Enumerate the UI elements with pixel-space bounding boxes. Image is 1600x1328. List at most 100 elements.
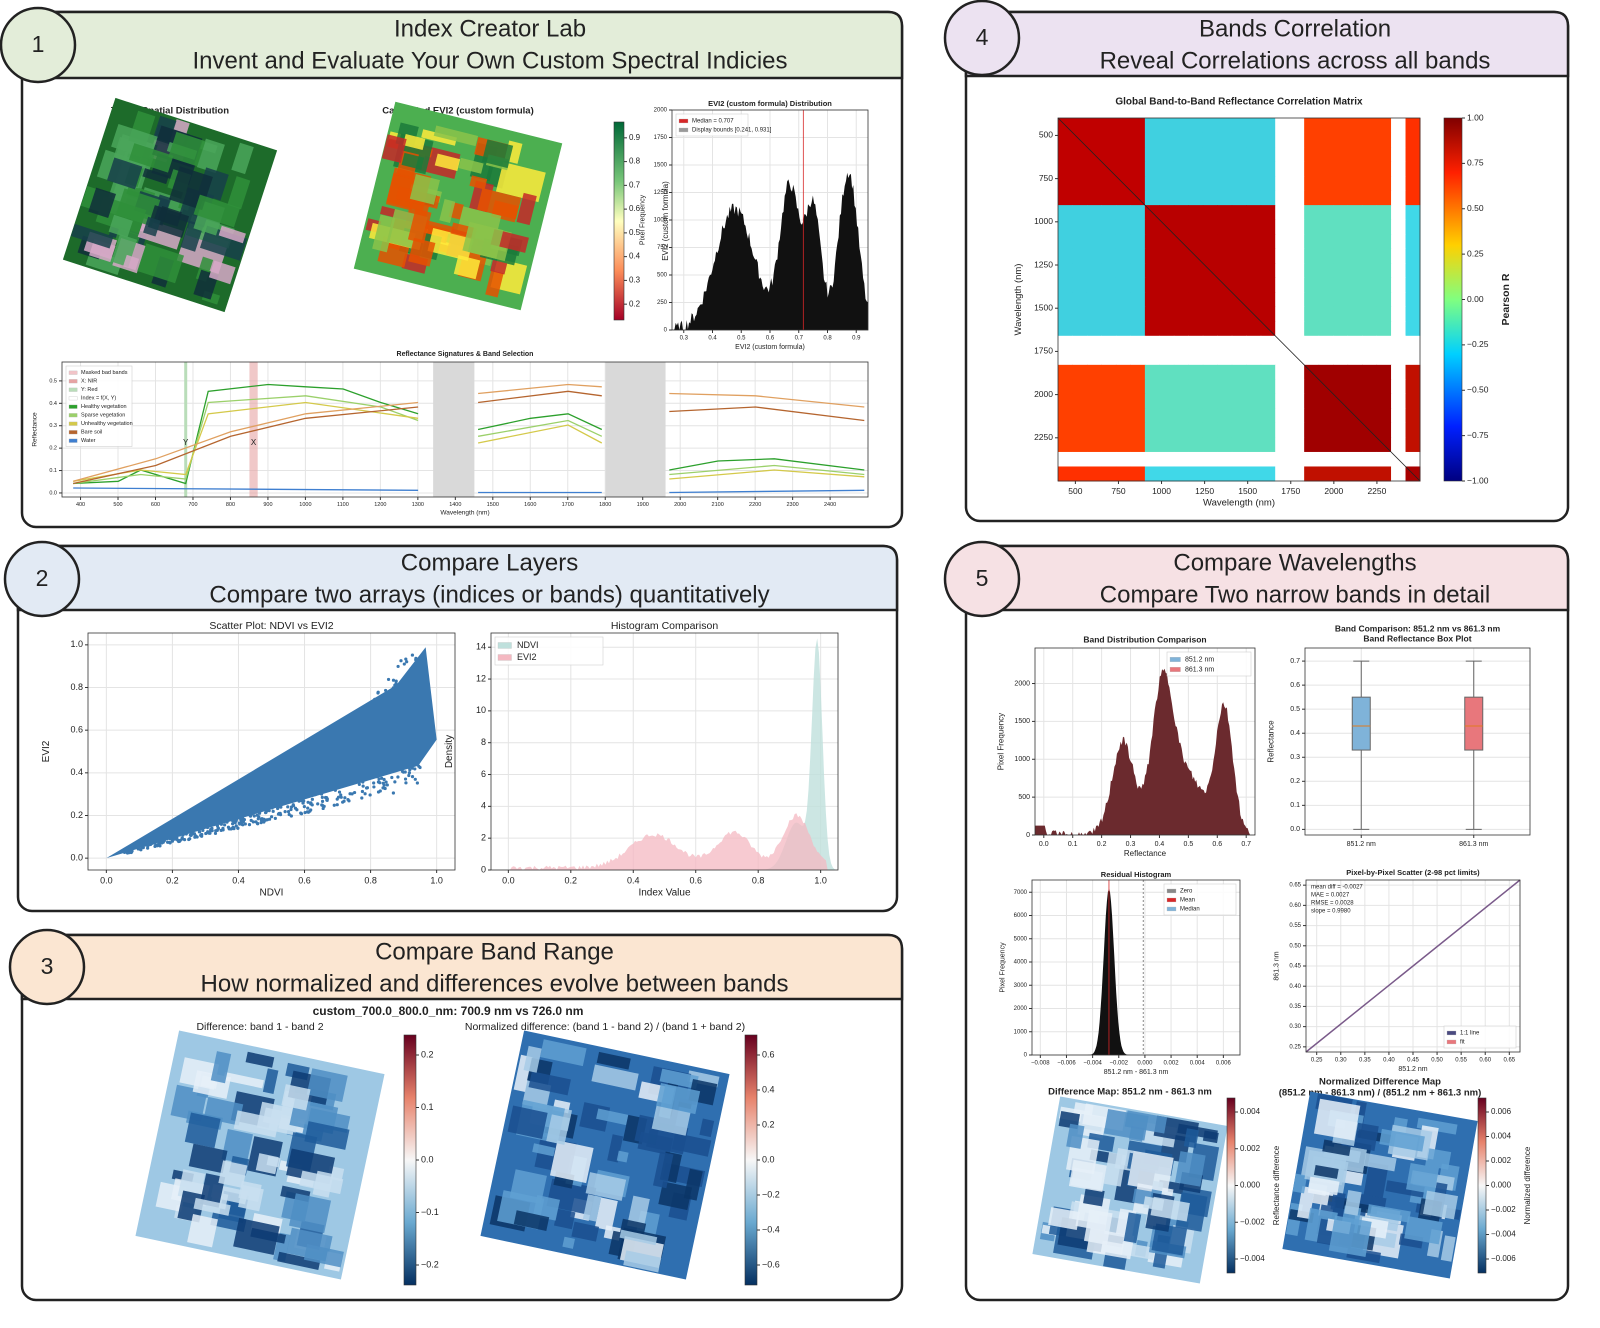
- legend-swatch: [1166, 906, 1177, 912]
- band-marker: X: [251, 438, 257, 447]
- y-tick-label: 2000: [1034, 389, 1053, 399]
- colorbar: [1477, 1097, 1487, 1274]
- y-tick-label: 5000: [1014, 936, 1028, 942]
- heatmap-cell: [1058, 306, 1073, 322]
- heatmap-cell: [1130, 364, 1146, 380]
- scatter-dot: [259, 818, 264, 822]
- scatter-dot: [277, 811, 281, 816]
- heatmap-cell: [1173, 306, 1189, 322]
- heatmap-cell: [1275, 277, 1291, 293]
- raster-patch: [553, 1208, 576, 1230]
- heatmap-cell: [1217, 422, 1233, 438]
- heatmap-cell: [1115, 306, 1131, 322]
- x-tick-label: 0.002: [1164, 1061, 1180, 1067]
- heatmap-cell: [1173, 161, 1189, 177]
- heatmap-cell: [1231, 132, 1247, 148]
- heatmap-cell: [1115, 408, 1131, 424]
- x-axis-label: EVI2 (custom formula): [735, 344, 805, 351]
- colorbar-tick-label: 0.6: [762, 1049, 775, 1059]
- heatmap-cell: [1173, 132, 1189, 148]
- heatmap-cell: [1347, 277, 1363, 293]
- raster-patch: [1440, 1235, 1456, 1262]
- heatmap-cell: [1304, 379, 1320, 395]
- scatter-dot: [255, 821, 260, 826]
- heatmap-cell: [1159, 147, 1175, 163]
- scatter-dot: [332, 803, 336, 807]
- heatmap-cell: [1405, 364, 1421, 380]
- heatmap-cell: [1231, 422, 1247, 438]
- heatmap-cell: [1347, 205, 1363, 221]
- scatter-dot: [204, 831, 208, 836]
- heatmap-cell: [1405, 190, 1421, 206]
- scatter-dot: [335, 803, 339, 807]
- heatmap-cell: [1130, 422, 1146, 438]
- heatmap-cell: [1347, 379, 1363, 395]
- heatmap-cell: [1188, 350, 1204, 366]
- scatter-dot: [386, 677, 391, 682]
- legend-box: [675, 113, 749, 137]
- raster-patch: [408, 237, 436, 267]
- legend-swatch: [68, 370, 78, 375]
- scatter-dot: [213, 831, 218, 835]
- heatmap-cell: [1318, 263, 1334, 279]
- heatmap-cell: [1333, 437, 1349, 453]
- raster-patch: [1123, 1212, 1142, 1244]
- x-tick-label: 1000: [299, 502, 311, 508]
- heatmap-cell: [1217, 451, 1233, 467]
- raster-patch: [108, 214, 133, 238]
- raster-patch: [585, 1172, 627, 1201]
- scatter-dot: [410, 653, 415, 657]
- raster-patch: [433, 125, 479, 147]
- scatter-dot: [309, 801, 313, 805]
- heatmap-cell: [1188, 219, 1204, 235]
- heatmap-cell: [1202, 205, 1218, 221]
- heatmap-cell: [1347, 147, 1363, 163]
- scatter-dot: [199, 833, 203, 837]
- heatmap-cell: [1318, 466, 1334, 482]
- heatmap-cell: [1289, 292, 1305, 308]
- heatmap-cell: [1202, 437, 1218, 453]
- heatmap-cell: [1275, 422, 1291, 438]
- heatmap-cell: [1144, 277, 1160, 293]
- heatmap-cell: [1304, 292, 1320, 308]
- plot-title: Calculated EVI2 (custom formula): [382, 106, 534, 117]
- heatmap-cell: [1231, 364, 1247, 380]
- heatmap-cell: [1130, 393, 1146, 409]
- heatmap-cell: [1130, 147, 1146, 163]
- heatmap-cell: [1405, 422, 1421, 438]
- heatmap-cell: [1058, 408, 1073, 424]
- heatmap-cell: [1362, 205, 1378, 221]
- raster-patch: [123, 254, 140, 271]
- axes-frame: [87, 632, 456, 871]
- heatmap-cell: [1101, 263, 1117, 279]
- raster-patch: [1366, 1204, 1411, 1223]
- scatter-dot: [336, 795, 341, 799]
- heatmap-cell: [1362, 306, 1378, 322]
- legend-swatch: [1166, 888, 1177, 894]
- heatmap-cell: [1101, 277, 1117, 293]
- x-tick-label: 2300: [787, 502, 799, 508]
- heatmap-cell: [1231, 147, 1247, 163]
- heatmap-cell: [1362, 190, 1378, 206]
- heatmap-cell: [1333, 335, 1349, 351]
- heatmap-cell: [1289, 190, 1305, 206]
- scatter-dot: [286, 805, 290, 809]
- x-tick-label: 0.65: [1503, 1058, 1515, 1064]
- heatmap-cell: [1260, 451, 1276, 467]
- x-tick-label: 0.6: [298, 875, 311, 885]
- x-axis-label: Reflectance: [1124, 849, 1167, 858]
- heatmap-cell: [1391, 147, 1407, 163]
- raster-patch: [187, 1214, 218, 1248]
- scatter-dot: [289, 805, 294, 809]
- x-tick-label: 1.0: [430, 875, 443, 885]
- band-marker: Y: [183, 438, 189, 447]
- scatter-dot: [347, 799, 351, 803]
- scatter-dot: [339, 793, 343, 797]
- y-tick-label: 8: [481, 737, 486, 747]
- heatmap-cell: [1173, 147, 1189, 163]
- heatmap-cell: [1086, 451, 1102, 467]
- heatmap-cell: [1347, 335, 1363, 351]
- heatmap-cell: [1115, 219, 1131, 235]
- heatmap-cell: [1376, 219, 1392, 235]
- colorbar-tick-label: −0.004: [1240, 1254, 1265, 1263]
